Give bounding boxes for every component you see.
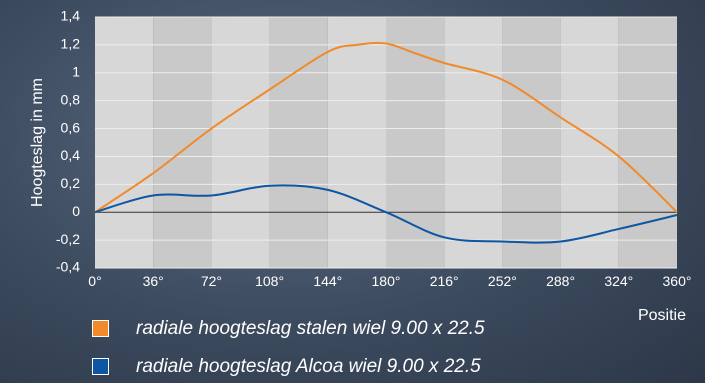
legend-swatch-steel xyxy=(92,320,109,337)
y-tick-label: 0,8 xyxy=(61,91,81,107)
band xyxy=(211,17,270,268)
y-tick-label: 0,4 xyxy=(61,147,81,163)
series-layer xyxy=(94,41,678,244)
band xyxy=(153,17,212,268)
series-line-1 xyxy=(94,184,678,244)
x-tick-label: 216° xyxy=(430,273,459,289)
band xyxy=(502,17,561,268)
y-tick-labels: -0,4 -0,2 0 0,2 0,4 0,6 0,8 1 1,2 1,4 xyxy=(56,8,80,275)
band xyxy=(618,17,677,268)
x-tick-label: 108° xyxy=(255,273,284,289)
y-tick-label: 1 xyxy=(72,63,80,79)
x-tick-label: 252° xyxy=(488,273,517,289)
x-tick-label: 324° xyxy=(604,273,633,289)
legend-label-steel: radiale hoogteslag stalen wiel 9.00 x 22… xyxy=(136,318,485,339)
band xyxy=(269,17,328,268)
x-tick-label: 360° xyxy=(663,273,692,289)
y-tick-label: -0,4 xyxy=(56,259,80,275)
y-tick-label: 1,4 xyxy=(61,8,81,24)
band xyxy=(386,17,445,268)
y-tick-label: 1,2 xyxy=(61,36,81,52)
x-tick-label: 72° xyxy=(201,273,222,289)
y-axis-title: Hoogteslag in mm xyxy=(29,78,46,207)
y-tick-label: 0,6 xyxy=(61,119,81,135)
x-tick-labels: 0° 36° 72° 108° 144° 180° 216° 252° 288° 324° 360° xyxy=(88,273,691,289)
legend-swatch-alcoa xyxy=(92,358,109,375)
band xyxy=(560,17,619,268)
background-bands xyxy=(95,17,677,268)
legend-item-alcoa: radiale hoogteslag Alcoa wiel 9.00 x 22.… xyxy=(92,355,612,379)
band xyxy=(95,17,154,268)
x-tick-label: 0° xyxy=(88,273,101,289)
x-tick-label: 288° xyxy=(546,273,575,289)
x-tick-label: 144° xyxy=(313,273,342,289)
legend-label-alcoa: radiale hoogteslag Alcoa wiel 9.00 x 22.… xyxy=(136,356,481,377)
y-tick-label: 0,2 xyxy=(61,175,81,191)
y-tick-label: -0,2 xyxy=(56,231,80,247)
band xyxy=(327,17,386,268)
x-tick-label: 36° xyxy=(143,273,164,289)
y-tick-label: 0 xyxy=(72,203,80,219)
band xyxy=(444,17,503,268)
x-axis-title: Positie xyxy=(638,307,686,324)
legend-item-steel: radiale hoogteslag stalen wiel 9.00 x 22… xyxy=(92,317,612,341)
x-tick-label: 180° xyxy=(372,273,401,289)
series-line-0 xyxy=(94,41,678,214)
